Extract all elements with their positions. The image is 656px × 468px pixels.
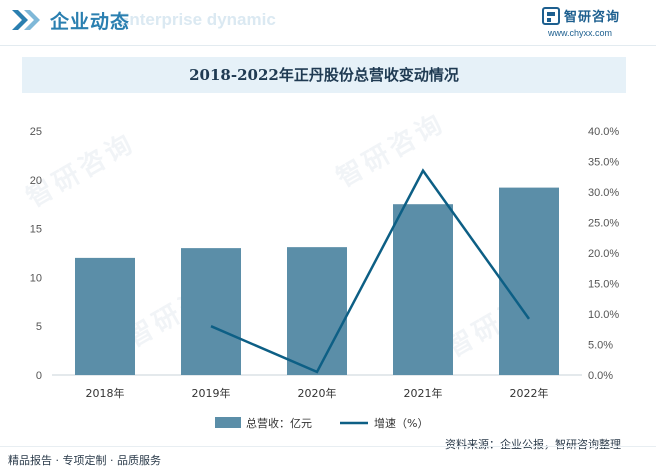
bar <box>393 204 453 375</box>
brand-url: www.chyxx.com <box>548 28 613 38</box>
chevron-double-icon <box>12 10 40 30</box>
y-right-tick-label: 5.0% <box>588 340 613 352</box>
header-subtitle: Enterprise dynamic <box>118 10 276 29</box>
chart-title: 2018-2022年正丹股份总营收变动情况 <box>22 57 626 93</box>
legend-line-label: 增速（%） <box>374 416 428 430</box>
brand-name: 智研咨询 <box>564 10 621 25</box>
x-tick-label: 2019年 <box>192 386 231 400</box>
header-title: 企业动态 <box>50 11 131 33</box>
brand-logo-icon <box>542 7 560 25</box>
x-tick-label: 2021年 <box>404 386 443 400</box>
y-left-tick-label: 25 <box>30 126 42 138</box>
y-right-tick-label: 25.0% <box>588 218 619 230</box>
y-right-tick-label: 20.0% <box>588 248 619 260</box>
y-right-tick-label: 35.0% <box>588 157 619 169</box>
y-right-tick-label: 15.0% <box>588 279 619 291</box>
bar <box>287 247 347 375</box>
y-right-tick-label: 10.0% <box>588 309 619 321</box>
y-right-tick-label: 0.0% <box>588 370 613 382</box>
y-right-tick-label: 30.0% <box>588 187 619 199</box>
bar <box>75 257 135 375</box>
footer-slogan: 精品报告 · 专项定制 · 品质服务 <box>8 454 161 467</box>
y-left-tick-label: 20 <box>30 175 42 187</box>
legend-bar-swatch <box>215 417 241 428</box>
y-left-tick-label: 5 <box>36 321 42 333</box>
bar <box>499 187 559 375</box>
y-left-tick-label: 15 <box>30 224 42 236</box>
growth-line <box>210 168 531 374</box>
header: Enterprise dynamic 企业动态 智研咨询 www.chyxx.c… <box>0 0 656 44</box>
x-tick-label: 2018年 <box>86 386 125 400</box>
y-right-tick-label: 40.0% <box>588 126 619 138</box>
x-tick-label: 2022年 <box>510 386 549 400</box>
source-note: 资料来源：企业公报，智研咨询整理 <box>445 438 621 451</box>
legend-bar-label: 总营收：亿元 <box>246 416 312 430</box>
y-left-tick-label: 0 <box>36 370 42 382</box>
header-divider <box>0 45 656 46</box>
chart: 0 5 10 15 20 25 0.0% 5.0% 10.0% 15.0% 20.0% 25.0% 30… <box>30 126 620 430</box>
bar <box>181 248 241 375</box>
x-tick-label: 2020年 <box>298 386 337 400</box>
y-left-tick-label: 10 <box>30 272 42 284</box>
footer-divider <box>0 446 656 447</box>
brand: 智研咨询 www.chyxx.com <box>542 6 642 42</box>
